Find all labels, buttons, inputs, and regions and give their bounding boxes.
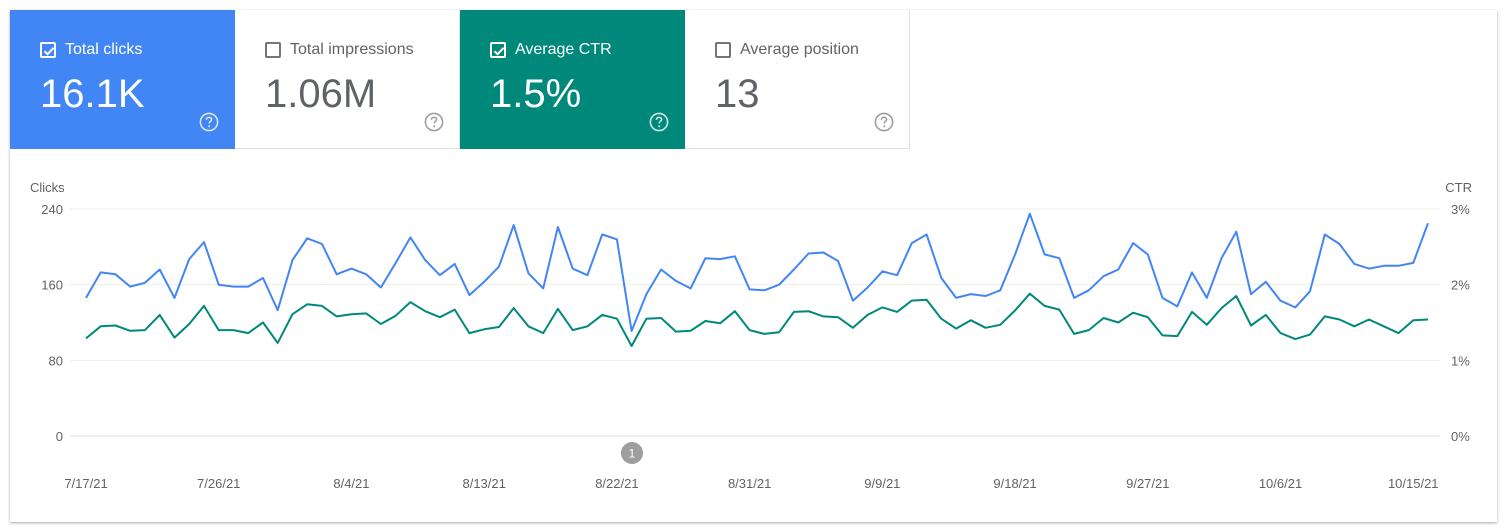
x-tick-label: 9/27/21 <box>1126 476 1169 491</box>
right-tick-label: 2% <box>1451 278 1470 293</box>
x-tick-label: 8/31/21 <box>728 476 771 491</box>
left-tick-label: 80 <box>49 353 63 368</box>
left-tick-label: 240 <box>41 202 63 217</box>
left-tick-label: 160 <box>41 278 63 293</box>
checkbox-checked-icon[interactable] <box>40 42 56 58</box>
metric-tiles: Total clicks 16.1K Total impressions 1.0… <box>10 10 910 149</box>
x-axis-ticks: 7/17/21 7/26/21 8/4/21 8/13/21 8/22/21 8/31/2… <box>64 476 1438 491</box>
right-axis-ticks: 3% 2% 1% 0% <box>1451 202 1470 444</box>
series-lines <box>85 212 1429 347</box>
annotation-circle[interactable] <box>621 442 643 464</box>
x-tick-label: 10/15/21 <box>1388 476 1439 491</box>
x-tick-label: 9/18/21 <box>993 476 1036 491</box>
series-line-clicks[interactable] <box>85 212 1429 332</box>
right-axis-title: CTR <box>1445 180 1472 195</box>
left-axis-ticks: 240 160 80 0 <box>41 202 63 444</box>
x-tick-label: 9/9/21 <box>864 476 900 491</box>
metric-label: Average position <box>740 41 859 58</box>
x-tick-label: 10/6/21 <box>1259 476 1302 491</box>
gridlines <box>70 208 1440 437</box>
performance-card: Total clicks 16.1K Total impressions 1.0… <box>10 10 1497 522</box>
metric-tile-average-ctr[interactable]: Average CTR 1.5% <box>460 10 685 149</box>
checkbox-unchecked-icon[interactable] <box>715 42 731 58</box>
right-tick-label: 0% <box>1451 429 1470 444</box>
help-icon[interactable] <box>649 112 669 132</box>
metric-value: 1.5% <box>490 72 582 116</box>
metric-value: 1.06M <box>265 72 377 116</box>
metric-tile-total-impressions[interactable]: Total impressions 1.06M <box>235 10 460 149</box>
x-tick-label: 7/26/21 <box>197 476 240 491</box>
series-line-average-ctr[interactable] <box>85 292 1429 347</box>
checkbox-unchecked-icon[interactable] <box>265 42 281 58</box>
metric-label: Total impressions <box>290 41 414 58</box>
metric-tile-average-position[interactable]: Average position 13 <box>685 10 910 149</box>
help-icon[interactable] <box>874 112 894 132</box>
left-axis-title: Clicks <box>30 180 65 195</box>
checkbox-checked-icon[interactable] <box>490 42 506 58</box>
x-tick-label: 7/17/21 <box>64 476 107 491</box>
metric-value: 13 <box>715 72 760 116</box>
left-tick-label: 0 <box>56 429 63 444</box>
metric-tile-total-clicks[interactable]: Total clicks 16.1K <box>10 10 235 149</box>
right-tick-label: 3% <box>1451 202 1470 217</box>
right-tick-label: 1% <box>1451 353 1470 368</box>
help-icon[interactable] <box>199 112 219 132</box>
x-tick-label: 8/22/21 <box>595 476 638 491</box>
x-tick-label: 8/4/21 <box>333 476 369 491</box>
metric-label: Average CTR <box>515 41 612 58</box>
metric-label: Total clicks <box>65 41 143 58</box>
annotation-label: 1 <box>629 447 636 461</box>
x-tick-label: 8/13/21 <box>462 476 505 491</box>
annotation-marker[interactable]: 1 <box>621 442 643 464</box>
metric-value: 16.1K <box>40 72 145 116</box>
help-icon[interactable] <box>424 112 444 132</box>
